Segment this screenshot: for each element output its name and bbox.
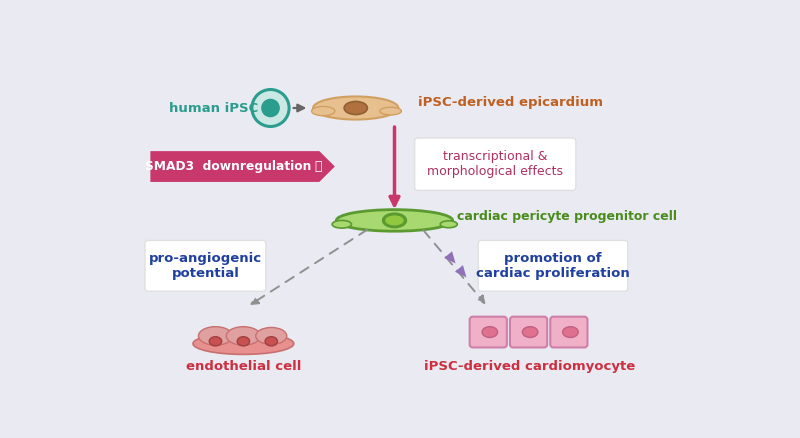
FancyBboxPatch shape: [478, 240, 628, 291]
Text: endothelial cell: endothelial cell: [186, 360, 301, 373]
Ellipse shape: [226, 327, 261, 345]
Text: SMAD3  downregulation: SMAD3 downregulation: [146, 160, 312, 173]
Ellipse shape: [313, 96, 398, 120]
FancyBboxPatch shape: [414, 138, 576, 191]
Ellipse shape: [198, 327, 233, 345]
Ellipse shape: [210, 337, 222, 346]
Circle shape: [262, 99, 279, 117]
Ellipse shape: [482, 327, 498, 337]
Ellipse shape: [386, 215, 404, 226]
Ellipse shape: [380, 107, 402, 115]
Ellipse shape: [332, 220, 351, 228]
Text: promotion of: promotion of: [504, 252, 602, 265]
Text: iPSC-derived cardiomyocyte: iPSC-derived cardiomyocyte: [425, 360, 636, 373]
Ellipse shape: [522, 327, 538, 337]
Text: human iPSC: human iPSC: [170, 102, 258, 114]
FancyBboxPatch shape: [145, 240, 266, 291]
Text: pro-angiogenic: pro-angiogenic: [149, 252, 262, 265]
Polygon shape: [455, 265, 466, 277]
Ellipse shape: [440, 221, 458, 228]
Circle shape: [252, 89, 289, 127]
Ellipse shape: [562, 327, 578, 337]
FancyBboxPatch shape: [470, 317, 507, 347]
Ellipse shape: [256, 328, 286, 344]
Ellipse shape: [336, 210, 453, 231]
Polygon shape: [444, 251, 455, 264]
Ellipse shape: [311, 106, 335, 116]
Ellipse shape: [344, 102, 367, 115]
Polygon shape: [150, 151, 335, 182]
Ellipse shape: [265, 337, 278, 346]
FancyBboxPatch shape: [510, 317, 547, 347]
Ellipse shape: [383, 213, 406, 227]
Text: morphological effects: morphological effects: [427, 166, 563, 178]
Ellipse shape: [193, 333, 294, 354]
Text: cardiac pericyte progenitor cell: cardiac pericyte progenitor cell: [457, 210, 677, 223]
Text: cardiac proliferation: cardiac proliferation: [476, 267, 630, 280]
Text: 💧: 💧: [314, 160, 322, 173]
Text: potential: potential: [171, 267, 239, 280]
Text: transcriptional &: transcriptional &: [443, 150, 547, 163]
Ellipse shape: [237, 337, 250, 346]
Text: iPSC-derived epicardium: iPSC-derived epicardium: [418, 96, 603, 109]
FancyBboxPatch shape: [550, 317, 587, 347]
